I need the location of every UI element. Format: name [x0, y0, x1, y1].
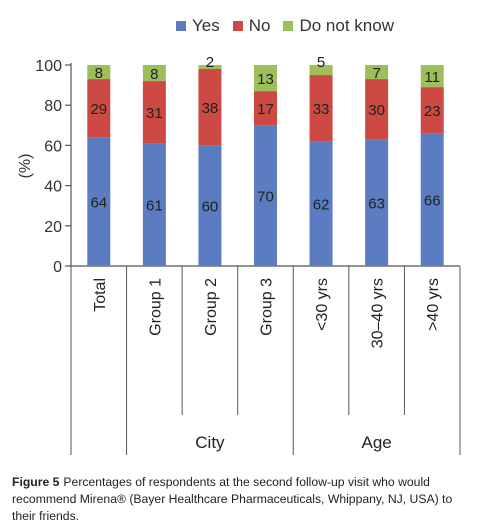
axes-layer [65, 63, 461, 455]
data-label-no-total: 29 [90, 101, 107, 118]
y-tick-label: 60 [44, 138, 62, 155]
bar-do-not-know-group-1 [142, 65, 166, 82]
bar-do-not-know-group-3 [254, 65, 277, 92]
data-label-no-group-3: 17 [257, 101, 274, 118]
bar-no-total [87, 79, 111, 138]
bar-no-40-yrs [420, 87, 444, 134]
bar-yes-30-40-yrs [365, 139, 389, 266]
data-label-yes-total: 64 [90, 195, 107, 212]
bar-no-30-40-yrs [365, 79, 389, 140]
x-tick-label-40-yrs: >40 yrs [425, 278, 442, 331]
bar-yes-30-yrs [309, 141, 333, 266]
data-label-yes-group-3: 70 [257, 189, 274, 206]
legend-swatch-do-not-know [283, 21, 294, 31]
data-label-no-group-1: 31 [146, 105, 163, 122]
data-label-yes-group-2: 60 [202, 199, 219, 216]
bar-no-group-2 [198, 69, 222, 146]
figure-caption-text: Percentages of respondents at the second… [12, 475, 453, 523]
category-group-label-age: Age [362, 433, 392, 452]
legend-item-do-not-know: Do not know [283, 16, 394, 36]
data-label-no-40-yrs: 23 [424, 103, 441, 120]
data-label-do-not-know-group-3: 13 [257, 71, 274, 88]
category-group-label-city: City [195, 433, 225, 452]
x-tick-label-total: Total [92, 278, 109, 312]
bar-do-not-know-30-40-yrs [365, 65, 389, 80]
bar-do-not-know-30-yrs [309, 65, 333, 76]
bar-no-group-3 [254, 91, 277, 126]
data-label-do-not-know-30-yrs: 5 [317, 54, 325, 71]
data-label-do-not-know-40-yrs: 11 [424, 69, 440, 86]
data-label-no-30-yrs: 33 [313, 101, 330, 118]
figure-label: Figure 5 [12, 475, 60, 489]
x-tick-label-group-3: Group 3 [259, 278, 276, 336]
bars-layer [87, 65, 444, 266]
data-label-yes-30-40-yrs: 63 [368, 196, 385, 213]
bar-do-not-know-40-yrs [420, 65, 444, 88]
legend-swatch-yes [176, 21, 186, 31]
data-label-yes-30-yrs: 62 [313, 197, 330, 214]
x-tick-label-group-2: Group 2 [203, 278, 220, 336]
bar-do-not-know-group-2 [198, 65, 222, 70]
data-label-do-not-know-group-1: 8 [150, 66, 158, 83]
bar-no-30-yrs [309, 75, 333, 142]
bar-yes-total [87, 137, 111, 266]
bar-yes-group-1 [142, 143, 166, 266]
y-tick-label: 40 [44, 179, 62, 196]
legend-label-no: No [248, 16, 271, 35]
y-tick-label: 20 [44, 219, 62, 236]
data-label-do-not-know-30-40-yrs: 7 [372, 65, 380, 82]
y-tick-label: 0 [53, 259, 62, 276]
data-label-no-group-2: 38 [202, 100, 219, 117]
bar-yes-group-3 [254, 125, 277, 266]
legend-item-no: No [232, 16, 271, 36]
chart-legend: Yes No Do not know [176, 16, 407, 36]
labels-layer: 0 20 40 60 80 100 (%) 64 29 8 Total 61 31 8 Group 1 60 3… [17, 54, 442, 452]
y-tick-label: 80 [44, 98, 62, 115]
x-tick-label-30-40-yrs: 30–40 yrs [370, 278, 387, 348]
x-tick-label-30-yrs: <30 yrs [314, 278, 331, 331]
y-tick-label: 100 [35, 58, 62, 75]
legend-label-yes: Yes [192, 16, 220, 35]
data-label-do-not-know-group-2: 2 [206, 54, 214, 71]
bar-do-not-know-total [87, 65, 111, 80]
data-label-no-30-40-yrs: 30 [368, 102, 385, 119]
y-axis-title: (%) [17, 154, 34, 179]
data-label-yes-40-yrs: 66 [424, 193, 441, 210]
figure-caption: Figure 5 Percentages of respondents at th… [12, 474, 477, 525]
data-label-yes-group-1: 61 [146, 198, 163, 215]
bar-yes-40-yrs [420, 133, 444, 266]
stacked-bar-chart: 0 20 40 60 80 100 (%) 64 29 8 Total 61 31 8 Group 1 60 3… [17, 54, 461, 455]
legend-label-do-not-know: Do not know [299, 16, 394, 35]
x-tick-label-group-1: Group 1 [147, 278, 164, 336]
legend-item-yes: Yes [176, 16, 220, 36]
data-label-do-not-know-total: 8 [95, 65, 103, 82]
bar-no-group-1 [142, 81, 166, 144]
bar-yes-group-2 [198, 145, 222, 266]
legend-swatch-no [232, 21, 243, 31]
